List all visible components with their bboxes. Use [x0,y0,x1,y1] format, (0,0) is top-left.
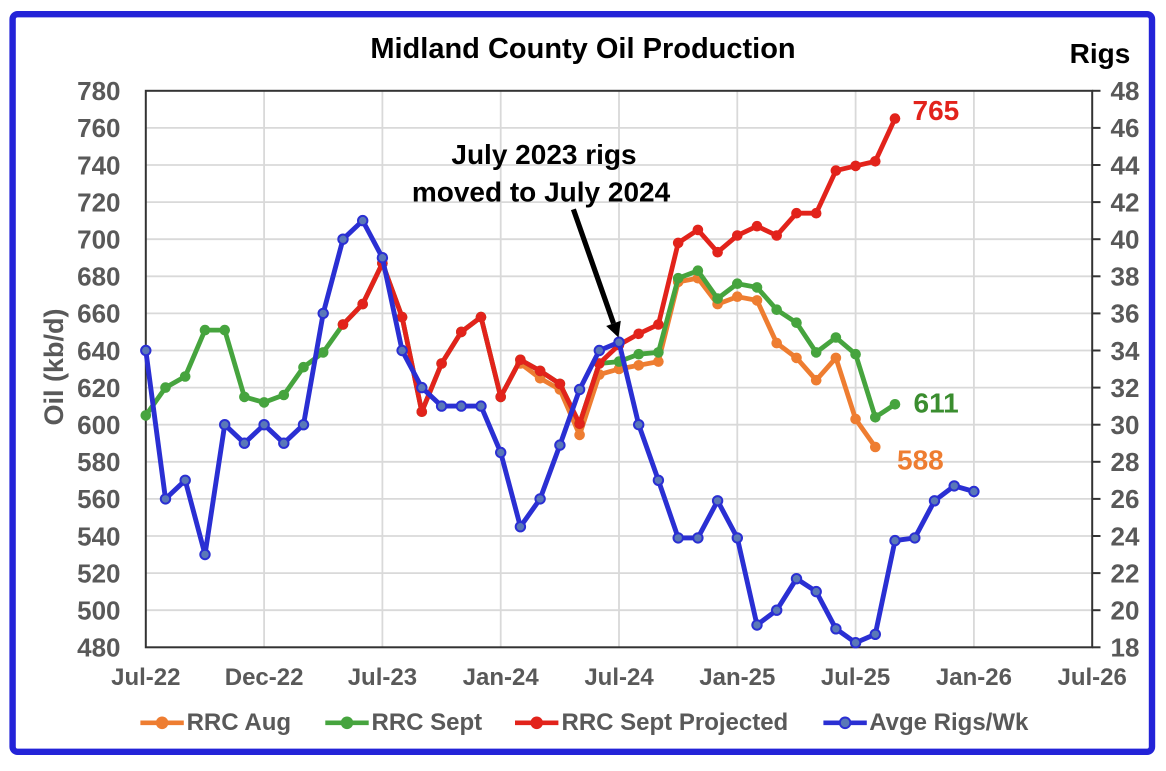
svg-text:20: 20 [1111,596,1140,626]
svg-text:42: 42 [1111,187,1140,217]
svg-text:18: 18 [1111,633,1140,663]
svg-text:32: 32 [1111,373,1140,403]
svg-text:July 2023 rigs: July 2023 rigs [451,139,636,170]
svg-text:760: 760 [77,113,120,143]
svg-text:36: 36 [1111,299,1140,329]
svg-text:moved to July 2024: moved to July 2024 [412,177,671,208]
svg-text:660: 660 [77,299,120,329]
svg-text:Jul-26: Jul-26 [1058,664,1127,691]
svg-text:46: 46 [1111,113,1140,143]
svg-text:720: 720 [77,187,120,217]
svg-text:600: 600 [77,410,120,440]
svg-text:560: 560 [77,484,120,514]
svg-text:620: 620 [77,373,120,403]
svg-text:Jul-23: Jul-23 [348,664,417,691]
svg-text:RRC Aug: RRC Aug [187,709,291,736]
svg-text:26: 26 [1111,484,1140,514]
svg-text:Jan-24: Jan-24 [463,664,540,691]
svg-text:38: 38 [1111,262,1140,292]
svg-text:540: 540 [77,521,120,551]
svg-text:611: 611 [914,387,959,418]
svg-text:Jan-26: Jan-26 [936,664,1012,691]
svg-text:24: 24 [1111,521,1140,551]
svg-text:44: 44 [1111,150,1140,180]
svg-text:RRC Sept: RRC Sept [372,709,483,736]
svg-text:Jul-25: Jul-25 [821,664,890,691]
svg-text:34: 34 [1111,336,1140,366]
svg-text:Rigs: Rigs [1070,38,1131,69]
svg-text:22: 22 [1111,558,1140,588]
svg-text:48: 48 [1111,76,1140,106]
svg-text:Dec-22: Dec-22 [225,664,304,691]
svg-text:580: 580 [77,447,120,477]
svg-text:765: 765 [913,95,960,126]
svg-text:Avge Rigs/Wk: Avge Rigs/Wk [869,709,1029,736]
svg-text:700: 700 [77,225,120,255]
svg-text:640: 640 [77,336,120,366]
svg-text:680: 680 [77,262,120,292]
svg-text:Oil (kb/d): Oil (kb/d) [39,309,69,426]
svg-text:588: 588 [897,444,944,475]
svg-text:Jan-25: Jan-25 [699,664,775,691]
svg-text:Jul-24: Jul-24 [584,664,654,691]
svg-text:520: 520 [77,558,120,588]
svg-text:RRC Sept Projected: RRC Sept Projected [562,709,789,736]
svg-text:Midland County Oil Production: Midland County Oil Production [370,33,795,65]
svg-text:740: 740 [77,150,120,180]
svg-text:480: 480 [77,633,120,663]
svg-text:500: 500 [77,596,120,626]
svg-text:40: 40 [1111,225,1140,255]
svg-text:780: 780 [77,76,120,106]
svg-text:28: 28 [1111,447,1140,477]
svg-text:30: 30 [1111,410,1140,440]
svg-text:Jul-22: Jul-22 [111,664,180,691]
